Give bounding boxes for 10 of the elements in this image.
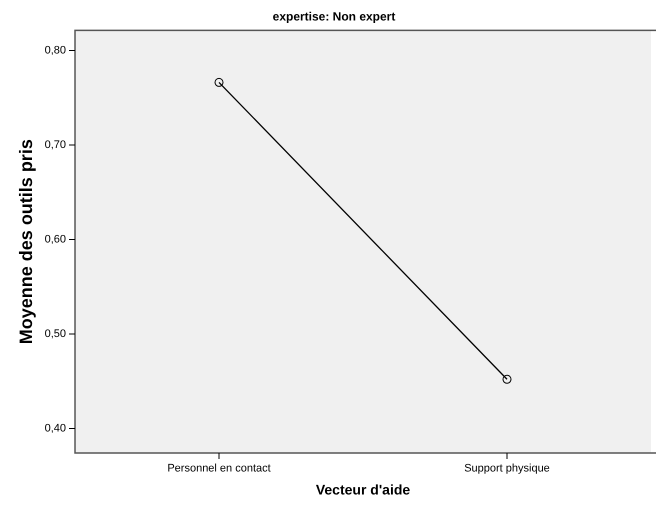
y-tick-label: 0,80 bbox=[44, 44, 66, 56]
x-tick-label: Support physique bbox=[464, 462, 550, 475]
y-tick-label: 0,60 bbox=[44, 233, 66, 246]
chart-title: expertise: Non expert bbox=[272, 10, 396, 24]
y-axis-title: Moyenne des outils pris bbox=[16, 139, 36, 344]
x-tick-label: Personnel en contact bbox=[167, 462, 271, 475]
y-tick-label: 0,50 bbox=[44, 328, 66, 340]
y-tick-label: 0,70 bbox=[44, 138, 66, 151]
y-tick-label: 0,40 bbox=[44, 422, 66, 434]
x-axis-title: Vecteur d'aide bbox=[316, 481, 410, 498]
